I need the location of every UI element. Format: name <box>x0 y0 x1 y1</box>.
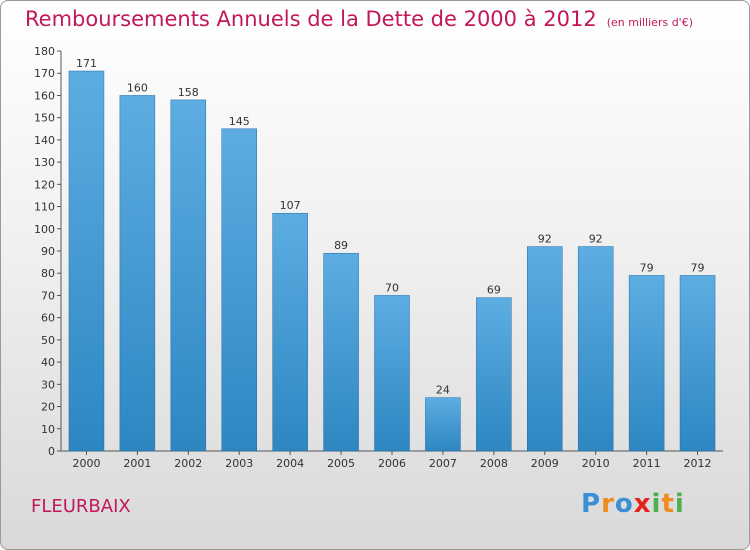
bar-value-label: 171 <box>76 57 97 70</box>
bar <box>374 295 410 452</box>
bar-value-label: 79 <box>691 261 705 274</box>
bar-value-label: 145 <box>229 115 250 128</box>
y-tick-label: 180 <box>34 45 55 58</box>
x-tick-label: 2005 <box>327 457 355 470</box>
bar <box>68 70 105 452</box>
y-tick-label: 40 <box>41 356 55 369</box>
bar <box>425 397 461 452</box>
y-tick-label: 90 <box>41 245 55 258</box>
y-tick-label: 170 <box>34 67 55 80</box>
bar <box>577 246 614 452</box>
chart-title-text: Remboursements Annuels de la Dette de 20… <box>25 7 597 31</box>
bar-value-label: 89 <box>334 239 348 252</box>
bar-value-label: 70 <box>385 281 399 294</box>
bar-value-label: 69 <box>487 284 501 297</box>
y-tick-label: 160 <box>34 89 55 102</box>
y-tick-label: 140 <box>34 134 55 147</box>
bar <box>119 95 156 452</box>
x-tick-label: 2011 <box>633 457 661 470</box>
y-tick-label: 120 <box>34 178 55 191</box>
x-tick-label: 2000 <box>72 457 100 470</box>
y-tick-label: 30 <box>41 378 55 391</box>
bar <box>476 297 512 452</box>
y-tick-label: 110 <box>34 201 55 214</box>
bar-value-label: 92 <box>589 233 603 246</box>
bar <box>679 275 716 452</box>
y-tick-label: 130 <box>34 156 55 169</box>
y-tick-label: 70 <box>41 289 55 302</box>
x-tick-label: 2006 <box>378 457 406 470</box>
bar <box>628 275 665 452</box>
x-tick-label: 2007 <box>429 457 457 470</box>
proxiti-logo[interactable]: Proxiti <box>581 489 685 519</box>
bar-value-label: 158 <box>178 86 199 99</box>
chart-unit-label: (en milliers d'€) <box>606 16 693 29</box>
y-tick-label: 0 <box>48 445 55 458</box>
y-tick-label: 50 <box>41 334 55 347</box>
x-tick-label: 2012 <box>684 457 712 470</box>
x-tick-label: 2002 <box>174 457 202 470</box>
y-tick-label: 20 <box>41 401 55 414</box>
x-tick-label: 2010 <box>582 457 610 470</box>
y-tick-label: 150 <box>34 112 55 125</box>
x-tick-label: 2001 <box>123 457 151 470</box>
chart-title: Remboursements Annuels de la Dette de 20… <box>25 7 693 31</box>
bar <box>170 99 207 452</box>
bar-value-label: 92 <box>538 233 552 246</box>
bar <box>272 212 308 452</box>
bar-value-label: 160 <box>127 81 148 94</box>
x-tick-label: 2003 <box>225 457 253 470</box>
bar <box>527 246 563 452</box>
y-tick-label: 80 <box>41 267 55 280</box>
bar-value-label: 24 <box>436 384 450 397</box>
bar <box>221 128 257 452</box>
bar <box>323 252 359 452</box>
y-tick-label: 60 <box>41 312 55 325</box>
x-tick-label: 2008 <box>480 457 508 470</box>
y-tick-label: 100 <box>34 223 55 236</box>
x-tick-label: 2004 <box>276 457 304 470</box>
bar-value-label: 79 <box>640 261 654 274</box>
y-tick-label: 10 <box>41 423 55 436</box>
x-tick-label: 2009 <box>531 457 559 470</box>
bar-value-label: 107 <box>280 199 301 212</box>
commune-name: FLEURBAIX <box>31 496 131 517</box>
